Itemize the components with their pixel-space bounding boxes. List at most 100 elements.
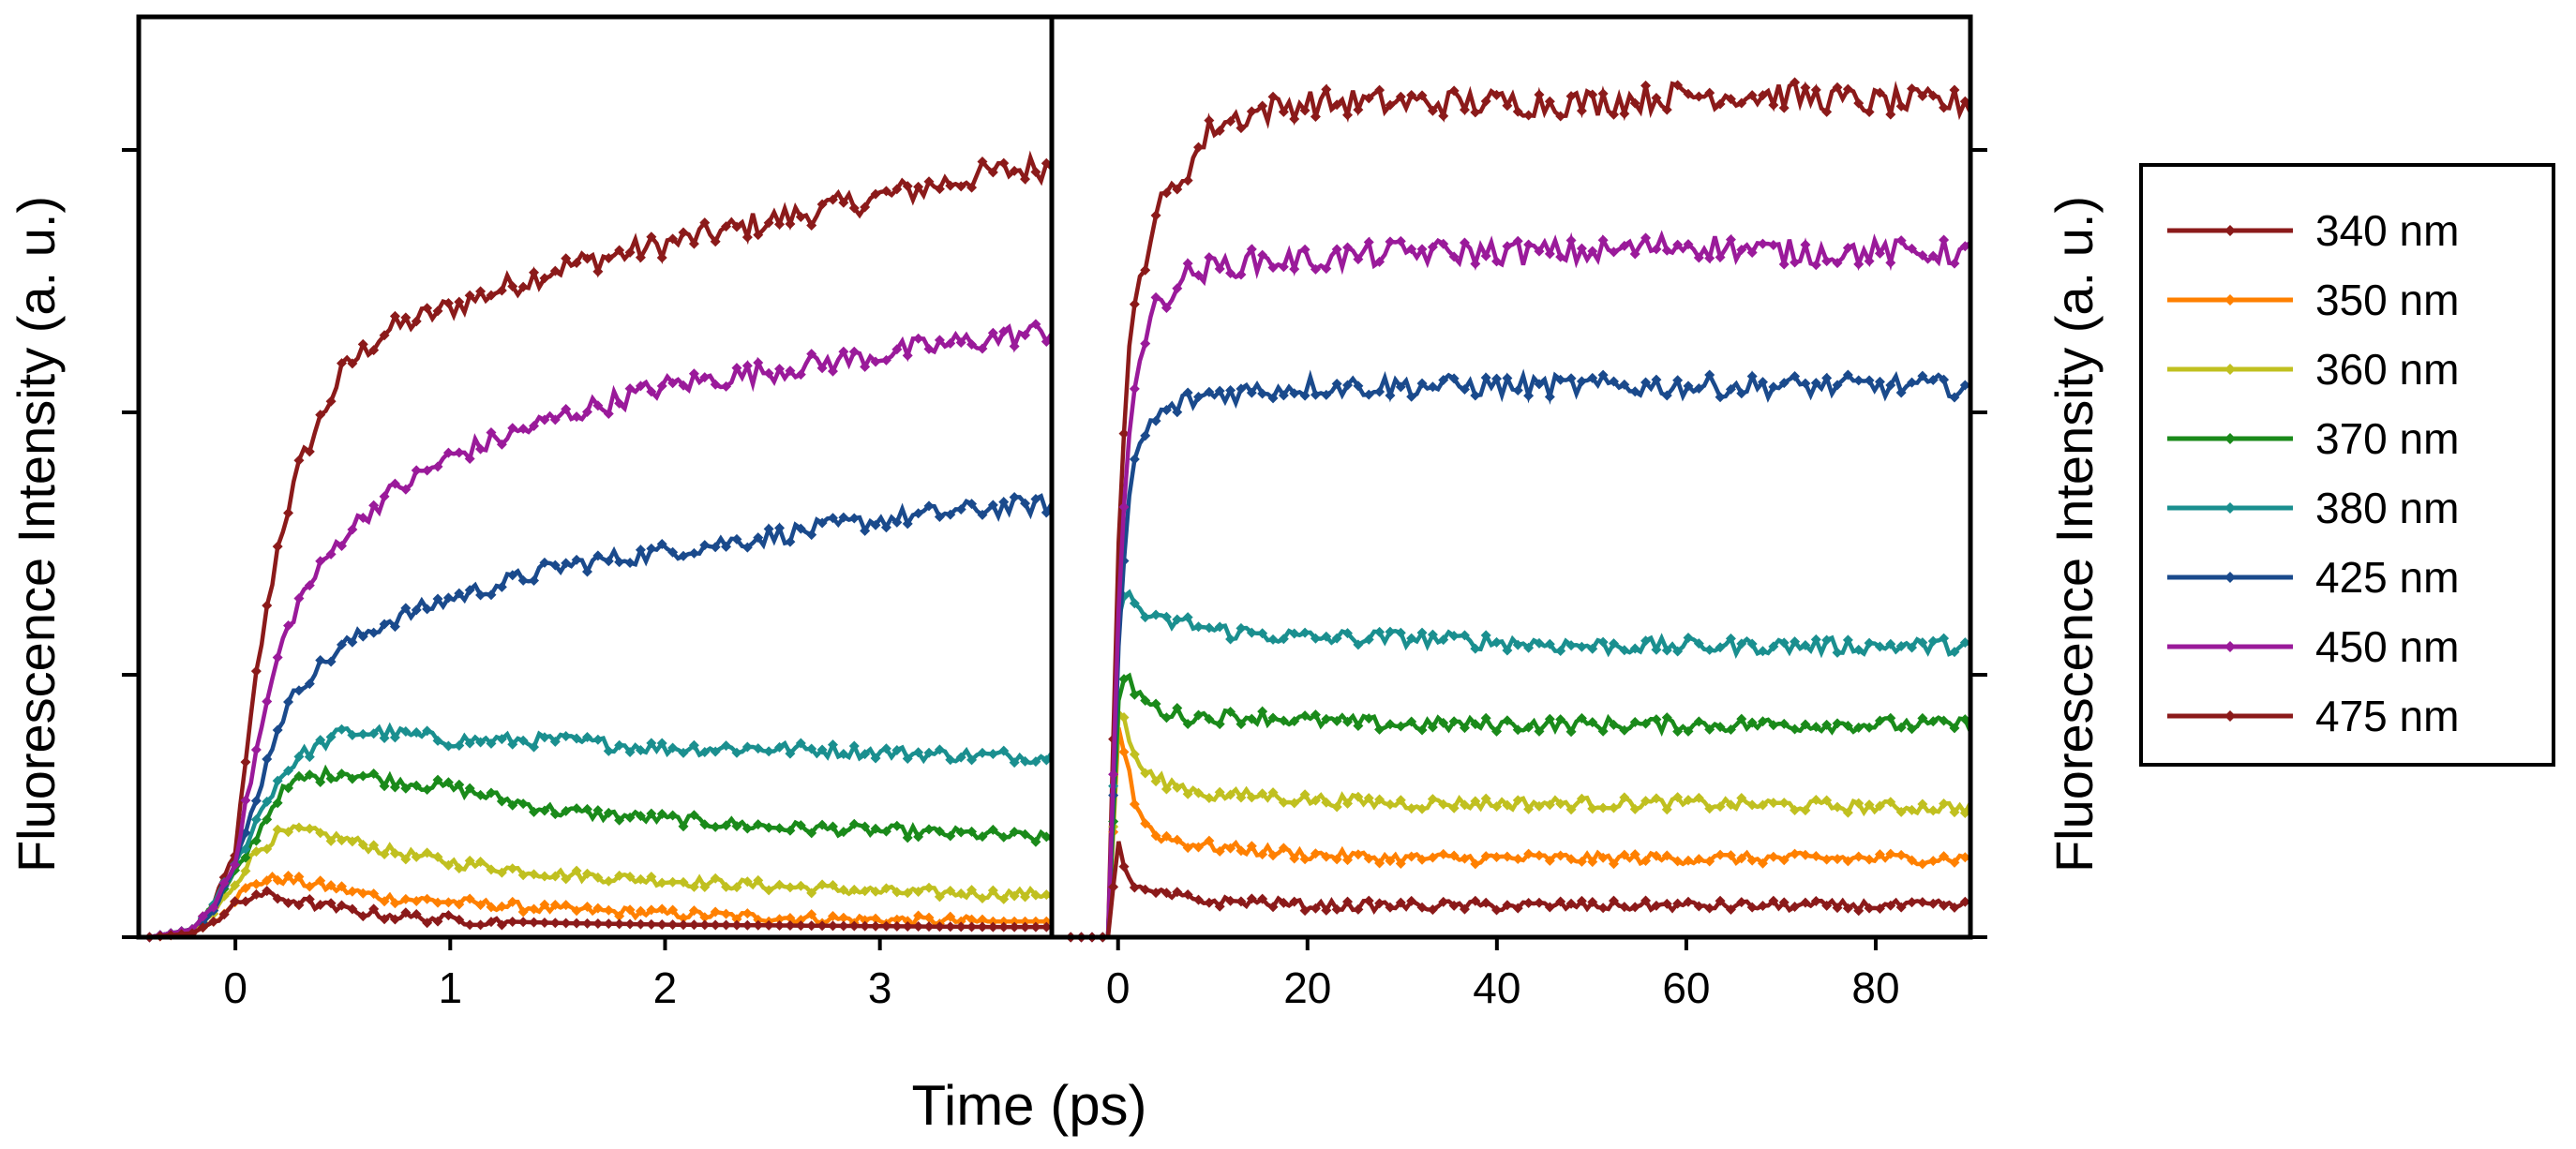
data-point [721, 820, 732, 831]
data-point [250, 795, 262, 806]
data-point [1512, 235, 1523, 246]
data-point [1608, 376, 1619, 387]
data-point [507, 916, 518, 927]
data-point [1939, 234, 1950, 246]
legend-item: 380 nm [2167, 484, 2459, 532]
data-point [678, 747, 689, 758]
data-point [1363, 895, 1374, 906]
data-point [1565, 804, 1577, 815]
data-point [315, 777, 326, 788]
series-line-340-nm-left [149, 150, 1054, 940]
data-point [785, 882, 796, 893]
data-point [571, 554, 582, 565]
x-tick-label-right: 80 [1851, 963, 1899, 1012]
data-point [763, 217, 774, 229]
data-point [1289, 113, 1300, 125]
data-point [1715, 895, 1726, 906]
data-point [1672, 726, 1684, 738]
data-point [1746, 717, 1758, 728]
data-point [283, 696, 294, 708]
data-point [1278, 843, 1289, 854]
data-point [966, 914, 978, 925]
data-point [1651, 374, 1662, 385]
data-point [1832, 258, 1843, 269]
data-point [1693, 252, 1704, 263]
data-point [1758, 646, 1769, 657]
series-line-425-nm-left [149, 493, 1054, 940]
data-point [549, 736, 561, 747]
series-markers-350-nm-right [1065, 746, 1970, 943]
data-point [860, 886, 871, 897]
data-point [1683, 725, 1694, 737]
data-point [795, 880, 806, 891]
data-point [432, 916, 443, 927]
data-point [688, 810, 699, 821]
data-point [1949, 84, 1960, 96]
data-point [1182, 843, 1193, 854]
data-point [1161, 611, 1172, 622]
data-point [1470, 796, 1481, 807]
data-point [1704, 369, 1715, 381]
data-point [977, 343, 988, 354]
data-point [507, 896, 518, 907]
data-point [240, 756, 251, 768]
data-point [1512, 106, 1523, 117]
data-point [1939, 798, 1950, 810]
data-point [1193, 270, 1205, 281]
data-point [357, 513, 368, 524]
data-point [1736, 713, 1747, 724]
data-point [1118, 746, 1130, 757]
data-point [646, 738, 657, 749]
data-point [1331, 854, 1342, 865]
data-point [614, 910, 625, 921]
data-point [1416, 90, 1428, 101]
data-point [955, 181, 966, 192]
data-point [475, 737, 487, 748]
data-point [603, 745, 614, 756]
data-point [571, 803, 582, 814]
data-point [1204, 115, 1215, 127]
data-point [1204, 835, 1215, 846]
data-point [1491, 373, 1503, 384]
data-point [913, 333, 924, 344]
data-point [785, 912, 796, 923]
data-point [1555, 798, 1566, 810]
data-point [1842, 369, 1853, 381]
data-point [977, 893, 988, 904]
data-point [1278, 634, 1289, 645]
data-point [1041, 889, 1052, 901]
data-point [1778, 378, 1790, 389]
data-point [1172, 184, 1183, 195]
data-point [635, 545, 646, 556]
data-point [411, 316, 422, 327]
data-point [1427, 852, 1438, 863]
data-point [678, 227, 689, 238]
data-point [1842, 634, 1853, 646]
data-point [688, 739, 699, 751]
data-point [1576, 105, 1587, 116]
data-point [1640, 718, 1652, 729]
data-point [1885, 109, 1896, 120]
data-point [272, 652, 283, 664]
data-point [389, 732, 400, 743]
legend-label: 350 nm [2315, 276, 2459, 324]
data-point [891, 344, 903, 355]
data-point [1651, 644, 1662, 655]
data-point [614, 814, 625, 826]
data-point [710, 746, 721, 757]
data-point [283, 620, 294, 632]
data-point [496, 285, 507, 296]
legend: 340 nm 350 nm 360 nm 370 nm 380 nm 425 nm 450 … [2139, 163, 2555, 767]
data-point [860, 915, 871, 926]
data-point [1363, 713, 1374, 724]
data-point [315, 735, 326, 746]
data-point [1214, 901, 1225, 912]
data-point [1565, 373, 1577, 384]
data-point [293, 685, 305, 696]
data-point [902, 920, 913, 932]
data-point [1800, 82, 1811, 93]
data-point [1768, 381, 1779, 393]
data-point [1885, 712, 1896, 724]
legend-item: 475 nm [2167, 692, 2459, 740]
data-point [860, 749, 871, 760]
